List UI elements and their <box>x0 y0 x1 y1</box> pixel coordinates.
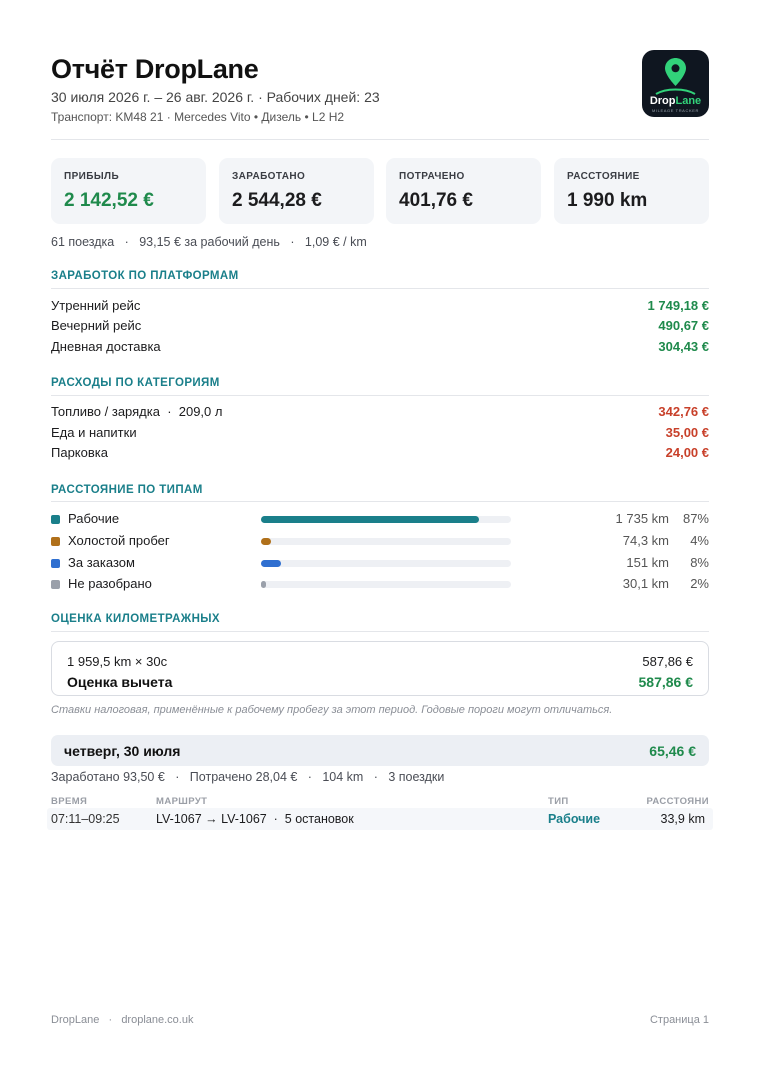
stat-card-earned: ЗАРАБОТАНО 2 544,28 € <box>219 158 374 224</box>
distance-km: 1 735 km <box>615 511 669 526</box>
trip-route: LV-1067 → LV-1067 · 5 остановок <box>156 812 354 826</box>
mileage-formula-value: 587,86 € <box>642 654 693 669</box>
distance-bar-fill <box>261 538 271 545</box>
header-divider <box>51 139 709 140</box>
day-total: 65,46 € <box>649 743 696 759</box>
section-divider <box>51 288 709 289</box>
distance-percent: 87% <box>682 511 709 526</box>
expense-value: 35,00 € <box>665 425 709 440</box>
distance-bar-track <box>261 581 511 588</box>
distance-row: Не разобрано 30,1 km 2% <box>51 576 709 596</box>
distance-km: 151 km <box>626 555 669 570</box>
table-row: 07:11–09:25 LV-1067 → LV-1067 · 5 остано… <box>47 808 713 830</box>
section-title-mileage: ОЦЕНКА КИЛОМЕТРАЖНЫХ <box>51 613 221 625</box>
expense-row: Парковка 24,00 € <box>51 445 709 465</box>
earning-row: Вечерний рейс 490,67 € <box>51 318 709 338</box>
distance-type-label: Холостой пробег <box>68 533 170 548</box>
expense-label: Еда и напитки <box>51 425 137 440</box>
section-divider <box>51 395 709 396</box>
expense-value: 24,00 € <box>665 445 709 460</box>
distance-bar-fill <box>261 560 281 567</box>
report-header: Отчёт DropLane 30 июля 2026 г. – 26 авг.… <box>51 50 709 140</box>
distance-type-label: За заказом <box>68 555 135 570</box>
stat-card-spent: ПОТРАЧЕНО 401,76 € <box>386 158 541 224</box>
vehicle-info: Транспорт: KM48 21 · Mercedes Vito • Диз… <box>51 110 345 124</box>
legend-swatch <box>51 537 60 546</box>
distance-bar-track <box>261 516 511 523</box>
report-page: Отчёт DropLane 30 июля 2026 г. – 26 авг.… <box>47 0 713 1075</box>
mileage-formula: 1 959,5 km × 30c <box>67 654 168 669</box>
stat-label: ПРИБЫЛЬ <box>64 171 120 182</box>
legend-swatch <box>51 559 60 568</box>
footer-brand: DropLane · droplane.co.uk <box>51 1014 194 1026</box>
distance-bar-track <box>261 538 511 545</box>
legend-swatch <box>51 515 60 524</box>
stat-value: 2 142,52 € <box>64 190 154 211</box>
trip-distance: 33,9 km <box>660 812 705 826</box>
earning-label: Дневная доставка <box>51 339 161 354</box>
earning-row: Утренний рейс 1 749,18 € <box>51 298 709 318</box>
distance-bar-track <box>261 560 511 567</box>
expense-label: Парковка <box>51 445 108 460</box>
section-divider <box>51 501 709 502</box>
stat-value: 401,76 € <box>399 190 473 211</box>
column-header-time: ВРЕМЯ <box>51 796 88 807</box>
page-number: Страница 1 <box>649 1014 709 1026</box>
logo-wordmark: DropLane <box>649 95 702 107</box>
deduction-estimate-label: Оценка вычета <box>67 674 173 690</box>
stat-label: ЗАРАБОТАНО <box>232 171 306 182</box>
legend-swatch <box>51 580 60 589</box>
column-header-route: МАРШРУТ <box>156 796 208 807</box>
section-title-distance: РАССТОЯНИЕ ПО ТИПАМ <box>51 484 203 496</box>
rates-note: Ставки налоговая, применённые к рабочему… <box>51 704 613 716</box>
page-title: Отчёт DropLane <box>51 54 259 84</box>
stat-value: 2 544,28 € <box>232 190 322 211</box>
day-date: четверг, 30 июля <box>64 743 181 759</box>
column-header-distance: РАССТОЯНИ <box>646 796 709 807</box>
distance-type-label: Не разобрано <box>68 576 152 591</box>
stat-label: ПОТРАЧЕНО <box>399 171 465 182</box>
summary-line: 61 поездка · 93,15 € за рабочий день · 1… <box>51 235 367 249</box>
logo-tagline: MILEAGE TRACKER <box>652 108 699 113</box>
earning-value: 304,43 € <box>658 339 709 354</box>
report-period: 30 июля 2026 г. – 26 авг. 2026 г. · Рабо… <box>51 89 380 105</box>
trip-time: 07:11–09:25 <box>51 812 120 826</box>
mileage-estimate-box: 1 959,5 km × 30c 587,86 € Оценка вычета … <box>51 641 709 696</box>
distance-bar-fill <box>261 516 479 523</box>
map-pin-icon <box>655 58 696 95</box>
earning-value: 1 749,18 € <box>647 298 709 313</box>
distance-row: Рабочие 1 735 km 87% <box>51 511 709 531</box>
distance-percent: 4% <box>690 533 709 548</box>
distance-row: Холостой пробег 74,3 km 4% <box>51 533 709 553</box>
section-title-earnings: ЗАРАБОТОК ПО ПЛАТФОРМАМ <box>51 270 239 282</box>
earning-label: Вечерний рейс <box>51 318 142 333</box>
distance-bar-fill <box>261 581 266 588</box>
distance-row: За заказом 151 km 8% <box>51 555 709 575</box>
earning-row: Дневная доставка 304,43 € <box>51 339 709 359</box>
stat-value: 1 990 km <box>567 190 648 211</box>
trip-type: Рабочие <box>548 812 601 826</box>
expense-value: 342,76 € <box>658 404 709 419</box>
day-header: четверг, 30 июля 65,46 € <box>51 735 709 766</box>
distance-type-label: Рабочие <box>68 511 120 526</box>
expense-row: Еда и напитки 35,00 € <box>51 425 709 445</box>
stat-cards: ПРИБЫЛЬ 2 142,52 € ЗАРАБОТАНО 2 544,28 €… <box>51 158 709 224</box>
earning-label: Утренний рейс <box>51 298 141 313</box>
distance-percent: 2% <box>690 576 709 591</box>
droplane-logo: DropLane MILEAGE TRACKER <box>642 50 709 117</box>
distance-km: 74,3 km <box>622 533 669 548</box>
stat-label: РАССТОЯНИЕ <box>567 171 640 182</box>
section-divider <box>51 631 709 632</box>
earning-value: 490,67 € <box>658 318 709 333</box>
expense-label: Топливо / зарядка · 209,0 л <box>51 404 223 419</box>
stat-card-profit: ПРИБЫЛЬ 2 142,52 € <box>51 158 206 224</box>
distance-km: 30,1 km <box>622 576 669 591</box>
expense-row: Топливо / зарядка · 209,0 л 342,76 € <box>51 404 709 424</box>
distance-percent: 8% <box>690 555 709 570</box>
deduction-estimate-value: 587,86 € <box>638 674 694 690</box>
section-title-expenses: РАСХОДЫ ПО КАТЕГОРИЯМ <box>51 377 220 389</box>
stat-card-distance: РАССТОЯНИЕ 1 990 km <box>554 158 709 224</box>
day-summary: Заработано 93,50 € · Потрачено 28,04 € ·… <box>51 770 445 784</box>
column-header-type: ТИП <box>548 796 569 807</box>
